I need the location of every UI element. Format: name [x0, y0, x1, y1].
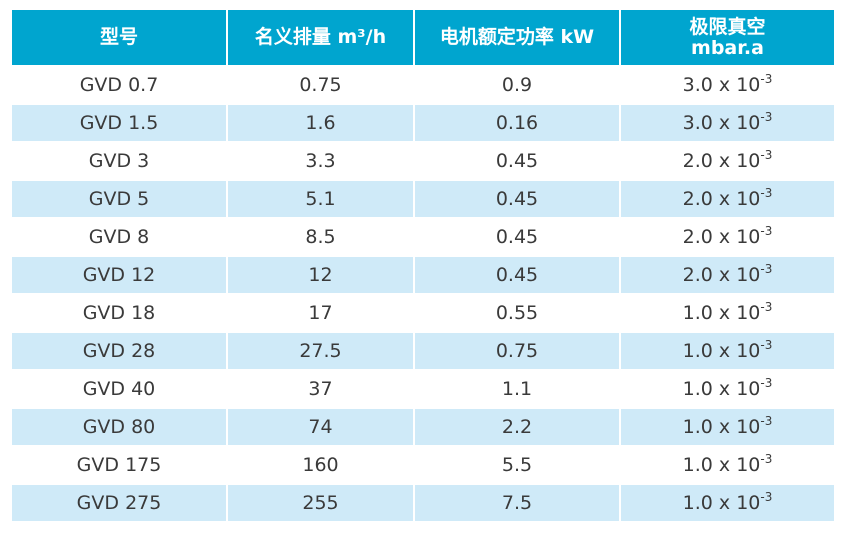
- cell-motor-power: 0.9: [415, 67, 621, 105]
- cell-displacement: 17: [228, 295, 415, 333]
- cell-motor-power: 5.5: [415, 447, 621, 485]
- cell-displacement: 37: [228, 371, 415, 409]
- cell-motor-power: 0.45: [415, 219, 621, 257]
- table-row: GVD 18 17 0.55 1.0 x 10-3: [12, 295, 834, 333]
- cell-displacement: 3.3: [228, 143, 415, 181]
- cell-ultimate-vacuum: 3.0 x 10-3: [621, 105, 834, 143]
- cell-model: GVD 275: [12, 485, 228, 521]
- header-ultimate-vacuum-label: 极限真空: [689, 15, 766, 38]
- cell-ultimate-vacuum: 1.0 x 10-3: [621, 409, 834, 447]
- cell-displacement: 0.75: [228, 67, 415, 105]
- vacuum-base: 2.0 x 10: [682, 188, 761, 210]
- cell-motor-power: 0.45: [415, 143, 621, 181]
- table-row: GVD 40 37 1.1 1.0 x 10-3: [12, 371, 834, 409]
- cell-displacement: 74: [228, 409, 415, 447]
- vacuum-base: 1.0 x 10: [682, 378, 761, 400]
- table-row: GVD 12 12 0.45 2.0 x 10-3: [12, 257, 834, 295]
- cell-motor-power: 0.45: [415, 257, 621, 295]
- cell-displacement: 5.1: [228, 181, 415, 219]
- vacuum-exponent: -3: [760, 71, 773, 86]
- cell-model: GVD 80: [12, 409, 228, 447]
- vacuum-base: 1.0 x 10: [682, 454, 761, 476]
- vacuum-exponent: -3: [760, 261, 773, 276]
- vacuum-exponent: -3: [760, 489, 773, 504]
- vacuum-base: 1.0 x 10: [682, 340, 761, 362]
- cell-motor-power: 0.75: [415, 333, 621, 371]
- cell-model: GVD 0.7: [12, 67, 228, 105]
- vacuum-base: 3.0 x 10: [682, 112, 761, 134]
- vacuum-exponent: -3: [760, 451, 773, 466]
- cell-ultimate-vacuum: 1.0 x 10-3: [621, 447, 834, 485]
- vacuum-base: 2.0 x 10: [682, 264, 761, 286]
- cell-motor-power: 2.2: [415, 409, 621, 447]
- cell-ultimate-vacuum: 3.0 x 10-3: [621, 67, 834, 105]
- vacuum-exponent: -3: [760, 147, 773, 162]
- vacuum-base: 2.0 x 10: [682, 226, 761, 248]
- cell-displacement: 27.5: [228, 333, 415, 371]
- header-model: 型号: [12, 10, 228, 67]
- cell-displacement: 160: [228, 447, 415, 485]
- vacuum-exponent: -3: [760, 375, 773, 390]
- vacuum-base: 2.0 x 10: [682, 150, 761, 172]
- cell-ultimate-vacuum: 1.0 x 10-3: [621, 371, 834, 409]
- cell-ultimate-vacuum: 2.0 x 10-3: [621, 219, 834, 257]
- vacuum-exponent: -3: [760, 299, 773, 314]
- vacuum-exponent: -3: [760, 185, 773, 200]
- cell-model: GVD 18: [12, 295, 228, 333]
- cell-displacement: 255: [228, 485, 415, 521]
- cell-ultimate-vacuum: 1.0 x 10-3: [621, 485, 834, 521]
- table-row: GVD 8 8.5 0.45 2.0 x 10-3: [12, 219, 834, 257]
- cell-displacement: 12: [228, 257, 415, 295]
- cell-model: GVD 12: [12, 257, 228, 295]
- cell-ultimate-vacuum: 2.0 x 10-3: [621, 143, 834, 181]
- cell-model: GVD 40: [12, 371, 228, 409]
- cell-ultimate-vacuum: 2.0 x 10-3: [621, 181, 834, 219]
- vacuum-exponent: -3: [760, 109, 773, 124]
- cell-ultimate-vacuum: 1.0 x 10-3: [621, 333, 834, 371]
- cell-model: GVD 175: [12, 447, 228, 485]
- cell-model: GVD 28: [12, 333, 228, 371]
- vacuum-base: 1.0 x 10: [682, 302, 761, 324]
- header-ultimate-vacuum-unit: mbar.a: [691, 36, 764, 59]
- cell-displacement: 1.6: [228, 105, 415, 143]
- cell-model: GVD 5: [12, 181, 228, 219]
- vacuum-base: 3.0 x 10: [682, 74, 761, 96]
- cell-motor-power: 7.5: [415, 485, 621, 521]
- table-row: GVD 175 160 5.5 1.0 x 10-3: [12, 447, 834, 485]
- header-displacement: 名义排量 m³/h: [228, 10, 415, 67]
- table-row: GVD 3 3.3 0.45 2.0 x 10-3: [12, 143, 834, 181]
- cell-model: GVD 3: [12, 143, 228, 181]
- table-row: GVD 1.5 1.6 0.16 3.0 x 10-3: [12, 105, 834, 143]
- cell-model: GVD 8: [12, 219, 228, 257]
- cell-motor-power: 0.55: [415, 295, 621, 333]
- vacuum-base: 1.0 x 10: [682, 416, 761, 438]
- vacuum-exponent: -3: [760, 223, 773, 238]
- table-body: GVD 0.7 0.75 0.9 3.0 x 10-3 GVD 1.5 1.6 0.16 3.…: [12, 67, 834, 521]
- cell-ultimate-vacuum: 2.0 x 10-3: [621, 257, 834, 295]
- table-row: GVD 275 255 7.5 1.0 x 10-3: [12, 485, 834, 521]
- header-ultimate-vacuum: 极限真空 mbar.a: [621, 10, 834, 67]
- pump-spec-table: 型号 名义排量 m³/h 电机额定功率 kW 极限真空 mbar.a GVD 0…: [12, 10, 834, 521]
- cell-displacement: 8.5: [228, 219, 415, 257]
- table-row: GVD 28 27.5 0.75 1.0 x 10-3: [12, 333, 834, 371]
- cell-model: GVD 1.5: [12, 105, 228, 143]
- cell-motor-power: 1.1: [415, 371, 621, 409]
- table-row: GVD 0.7 0.75 0.9 3.0 x 10-3: [12, 67, 834, 105]
- table-row: GVD 5 5.1 0.45 2.0 x 10-3: [12, 181, 834, 219]
- vacuum-exponent: -3: [760, 413, 773, 428]
- cell-motor-power: 0.45: [415, 181, 621, 219]
- header-row: 型号 名义排量 m³/h 电机额定功率 kW 极限真空 mbar.a: [12, 10, 834, 67]
- cell-ultimate-vacuum: 1.0 x 10-3: [621, 295, 834, 333]
- header-motor-power: 电机额定功率 kW: [415, 10, 621, 67]
- cell-motor-power: 0.16: [415, 105, 621, 143]
- vacuum-exponent: -3: [760, 337, 773, 352]
- vacuum-base: 1.0 x 10: [682, 492, 761, 514]
- table-row: GVD 80 74 2.2 1.0 x 10-3: [12, 409, 834, 447]
